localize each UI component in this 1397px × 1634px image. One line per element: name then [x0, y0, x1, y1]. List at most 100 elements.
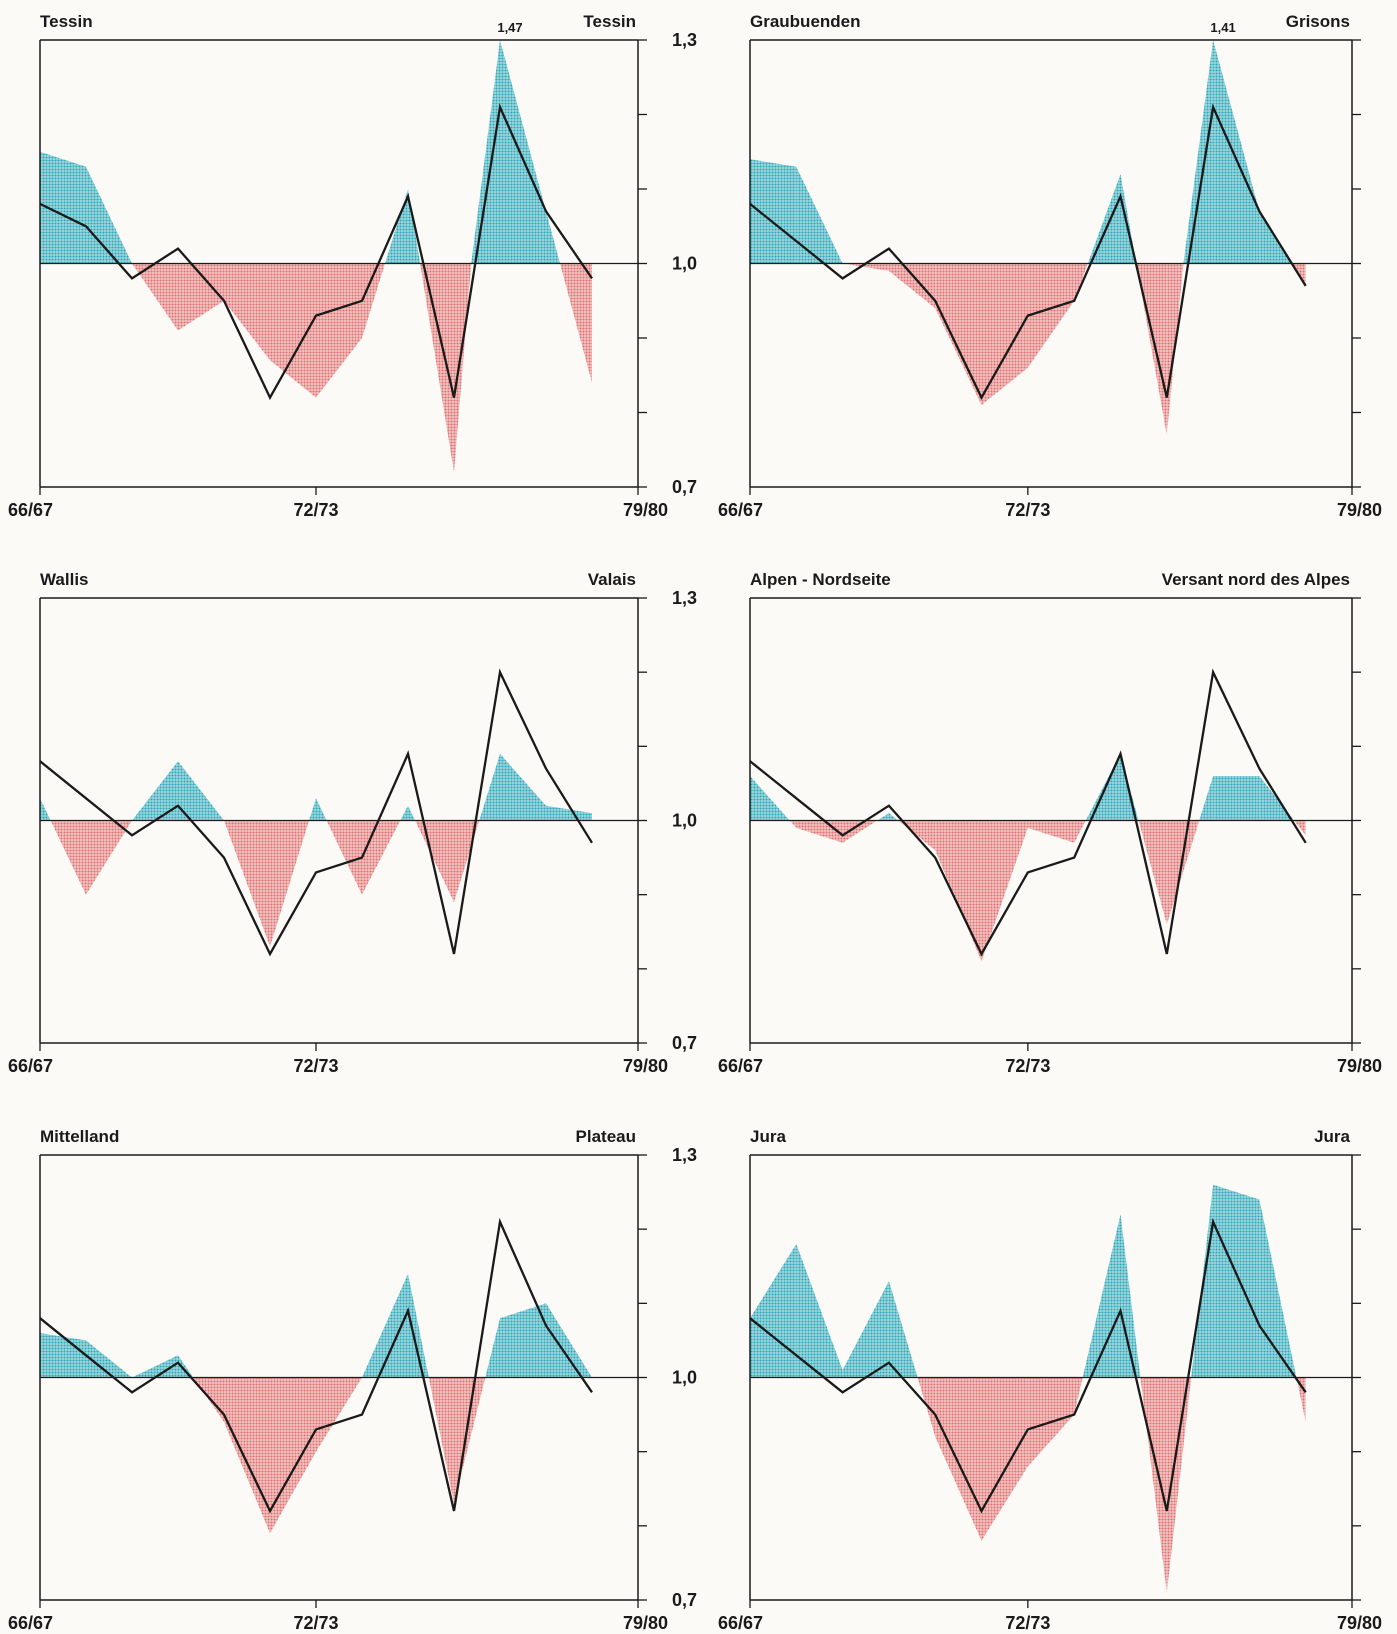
y-tick-label: 1,3	[672, 30, 697, 50]
fill-below-5-6-0	[316, 1377, 362, 1452]
fill-above-3-3-0	[178, 761, 224, 821]
fill-below-3-7-0	[362, 820, 401, 895]
fill-above-6-10-0	[1213, 1184, 1260, 1378]
fill-above-6-7-1	[1082, 1214, 1121, 1378]
fill-below-1-6-0	[316, 263, 362, 398]
fill-below-6-8-1	[1140, 1377, 1167, 1593]
fill-above-6-3-0	[888, 1281, 918, 1378]
peak-annotation: 1,47	[497, 20, 522, 35]
fill-below-4-4-0	[935, 820, 982, 962]
fill-below-4-1-0	[796, 820, 843, 843]
fill-below-6-4-0	[935, 1377, 982, 1541]
panel-title-right: Plateau	[576, 1127, 636, 1146]
y-tick-label: 1,3	[672, 1145, 697, 1165]
x-tick-label: 79/80	[623, 1613, 668, 1633]
panel-title-left: Graubuenden	[750, 12, 861, 31]
fill-below-1-7-0	[362, 263, 385, 338]
fill-above-2-0-0	[750, 159, 797, 264]
fill-below-2-4-0	[935, 263, 982, 405]
series-line-6	[749, 1217, 1307, 1514]
fill-above-1-10-0	[500, 40, 546, 264]
y-tick-label: 1,0	[672, 254, 697, 274]
panel-1: Tessin Tessin 1,47 66/67 72/73 79/80 1,3 1,0 0,7	[8, 12, 697, 520]
fill-below-4-8-1	[1138, 820, 1167, 925]
x-tick-label: 72/73	[1005, 1613, 1050, 1633]
fill-above-4-8-0	[1120, 753, 1139, 821]
panel-title-right: Grisons	[1286, 12, 1350, 31]
x-tick-label: 79/80	[1337, 1613, 1382, 1633]
fill-above-3-5-1	[309, 798, 316, 821]
x-tick-label: 72/73	[293, 500, 338, 520]
fill-above-6-0-0	[750, 1244, 797, 1378]
fill-above-2-1-0	[796, 166, 843, 264]
x-tick-label: 79/80	[1337, 1056, 1382, 1076]
fill-above-6-11-0	[1259, 1199, 1297, 1378]
fill-above-2-7-1	[1087, 174, 1121, 264]
fill-above-4-9-1	[1199, 776, 1214, 821]
panel-title-left: Alpen - Nordseite	[750, 570, 891, 589]
panel-title-right: Valais	[588, 570, 636, 589]
x-tick-label: 79/80	[623, 500, 668, 520]
fill-below-1-9-0	[454, 263, 472, 473]
x-tick-label: 72/73	[293, 1613, 338, 1633]
fill-below-5-4-0	[224, 1377, 270, 1534]
fill-above-3-6-0	[316, 798, 327, 821]
panel-4: Alpen - Nordseite Versant nord des Alpes 6…	[718, 570, 1382, 1076]
fill-below-1-8-1	[420, 263, 454, 473]
fill-below-3-0-1	[50, 820, 86, 895]
fill-above-6-2-0	[842, 1281, 889, 1378]
x-tick-label: 72/73	[1005, 500, 1050, 520]
fill-above-3-8-0	[408, 805, 416, 821]
fill-above-6-1-0	[796, 1244, 843, 1378]
x-tick-label: 66/67	[8, 500, 53, 520]
fill-above-5-7-0	[362, 1273, 408, 1378]
fill-below-4-2-0	[842, 820, 878, 843]
y-tick-label: 0,7	[672, 1590, 697, 1610]
fill-below-6-9-0	[1166, 1377, 1192, 1593]
fill-below-2-8-1	[1136, 263, 1167, 435]
fill-below-1-5-0	[270, 263, 316, 398]
fill-above-3-7-1	[400, 805, 408, 821]
fill-below-5-9-0	[454, 1377, 486, 1504]
fill-above-5-10-0	[500, 1303, 546, 1378]
fill-below-5-8-1	[428, 1377, 454, 1504]
panel-6: Jura Jura 66/67 72/73 79/80	[718, 1127, 1382, 1633]
fill-below-2-3-0	[888, 263, 936, 309]
fill-above-3-10-0	[500, 753, 546, 821]
panel-5: Mittelland Plateau 66/67 72/73 79/80 1,3 1,0 0,…	[8, 1127, 697, 1633]
fill-above-3-0-0	[40, 798, 51, 821]
x-tick-label: 72/73	[293, 1056, 338, 1076]
series-line-5	[39, 1217, 593, 1514]
fill-below-1-11-1	[560, 263, 592, 383]
fill-above-4-7-1	[1085, 753, 1121, 821]
peak-annotation: 1,41	[1210, 20, 1235, 35]
fill-above-4-3-0	[888, 813, 899, 821]
fill-below-4-11-1	[1294, 820, 1306, 836]
fill-above-5-11-0	[546, 1303, 592, 1378]
fill-below-2-2-0	[842, 263, 889, 271]
fill-above-4-0-0	[750, 776, 790, 821]
fill-above-3-9-1	[479, 753, 500, 821]
series-line-3	[39, 668, 593, 957]
x-tick-label: 66/67	[8, 1613, 53, 1633]
fill-above-5-2-0	[132, 1355, 178, 1378]
fill-below-6-7-0	[1074, 1377, 1083, 1415]
panel-title-right: Jura	[1314, 1127, 1350, 1146]
fill-above-5-9-1	[485, 1318, 500, 1378]
series-line-2	[749, 103, 1307, 401]
fill-above-3-2-0	[132, 761, 178, 821]
y-tick-label: 1,3	[672, 588, 697, 608]
fill-below-4-9-0	[1166, 820, 1200, 925]
panel-title-right: Tessin	[583, 12, 636, 31]
y-tick-label: 0,7	[672, 1033, 697, 1053]
fill-below-2-9-0	[1166, 263, 1184, 435]
fill-above-1-1-0	[86, 166, 132, 264]
panel-title-right: Versant nord des Alpes	[1162, 570, 1350, 589]
panel-title-left: Mittelland	[40, 1127, 119, 1146]
fill-above-6-9-1	[1191, 1184, 1214, 1378]
fill-above-5-1-0	[86, 1340, 132, 1378]
x-tick-label: 79/80	[1337, 500, 1382, 520]
fill-above-5-0-0	[40, 1333, 86, 1378]
x-tick-label: 66/67	[718, 1056, 763, 1076]
fill-above-5-8-0	[408, 1273, 429, 1378]
